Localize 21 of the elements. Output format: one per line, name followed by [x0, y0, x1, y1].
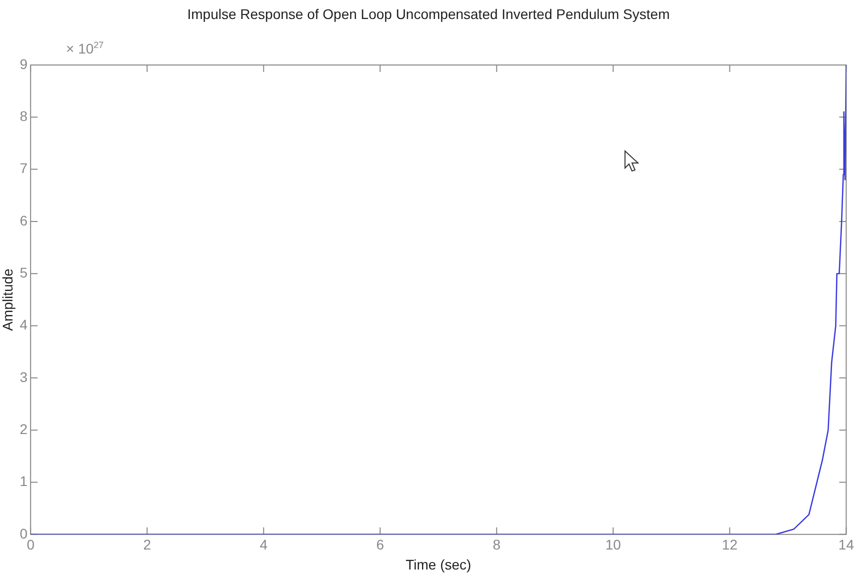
y-tick-label: 1: [20, 473, 28, 490]
x-tick-label: 8: [492, 536, 501, 553]
y-tick-label: 5: [20, 264, 28, 280]
x-tick-label: 10: [605, 536, 622, 553]
y-tick-label: 6: [20, 212, 28, 228]
y-tick-label: 2: [20, 420, 28, 437]
x-tick-label: 12: [722, 536, 738, 553]
x-axis-title: Time (sec): [406, 556, 472, 572]
y-tick-label: 7: [20, 160, 28, 176]
x-tick-label: 6: [376, 536, 384, 553]
y-tick-label: 8: [20, 108, 28, 124]
text: × 10$^{27}$: [66, 40, 104, 57]
y-tick-label: 9: [20, 56, 28, 72]
y-axis-title: Amplitude: [0, 268, 16, 331]
y-tick-label: 0: [20, 525, 28, 542]
x-tick-label: 14: [838, 536, 854, 553]
chart-title: Impulse Response of Open Loop Uncompensated Inverted Pendulum System: [186, 6, 671, 22]
x-tick-label: 2: [143, 536, 152, 553]
x-tick-label: 4: [260, 536, 268, 553]
y-tick-label: 4: [20, 316, 28, 333]
y-tick-label: 3: [20, 368, 28, 385]
